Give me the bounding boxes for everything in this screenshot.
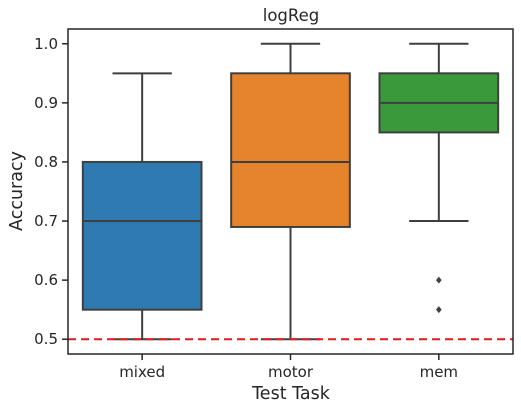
y-tick-label: 0.6	[34, 271, 58, 289]
y-axis-label: Accuracy	[7, 151, 27, 231]
y-tick-label: 0.7	[34, 212, 58, 230]
box-mixed	[81, 72, 203, 341]
box-iqr	[81, 160, 203, 311]
x-tick-label: mem	[420, 363, 458, 381]
y-tick-label: 0.9	[34, 94, 58, 112]
box-mem	[378, 42, 500, 314]
outlier-point	[436, 306, 442, 314]
chart-title: logReg	[263, 6, 320, 25]
x-tick-label: mixed	[119, 363, 165, 381]
box-motor	[230, 42, 351, 341]
x-axis-label: Test Task	[251, 384, 331, 404]
y-tick-label: 0.8	[34, 153, 58, 171]
y-tick-label: 1.0	[34, 35, 58, 53]
x-tick-label: motor	[268, 363, 314, 381]
y-tick-label: 0.5	[34, 330, 58, 348]
outlier-point	[436, 276, 442, 284]
plot-area	[68, 42, 513, 341]
box-iqr	[230, 72, 351, 228]
